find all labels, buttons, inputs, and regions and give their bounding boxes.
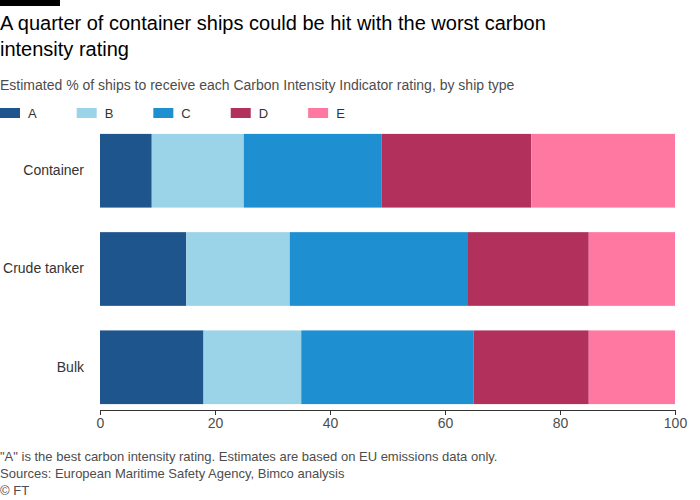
x-tick-label: 40 <box>323 415 339 431</box>
legend-item: A <box>0 106 37 121</box>
x-tick-label: 20 <box>208 415 224 431</box>
bars <box>100 134 675 404</box>
legend: A B C D E <box>0 106 345 121</box>
legend-label: D <box>259 106 268 121</box>
legend-item: B <box>77 106 114 121</box>
subtitle: Estimated % of ships to receive each Car… <box>0 77 515 93</box>
y-tick-label: Crude tanker <box>3 260 84 276</box>
footnote: "A" is the best carbon intensity rating.… <box>0 449 497 464</box>
bar <box>290 232 468 306</box>
legend-item: E <box>308 106 345 121</box>
y-tick: Crude tanker <box>3 260 100 276</box>
series <box>531 134 675 404</box>
bar <box>100 232 186 306</box>
decoration-bar <box>0 0 60 6</box>
x-tick: 60 <box>438 410 454 431</box>
bar <box>382 134 532 208</box>
x-tick-label: 0 <box>97 415 105 431</box>
y-tick-label: Bulk <box>57 359 85 375</box>
x-axis: 0 20 40 60 80 100 <box>97 410 688 431</box>
legend-swatch <box>153 108 173 118</box>
x-tick: 80 <box>553 410 569 431</box>
x-tick: 20 <box>208 410 224 431</box>
x-tick: 100 <box>664 410 688 431</box>
x-tick-label: 60 <box>438 415 454 431</box>
bar <box>186 232 290 306</box>
x-tick-label: 100 <box>664 415 688 431</box>
legend-swatch <box>308 108 328 118</box>
bar <box>100 134 152 208</box>
bar <box>531 134 675 208</box>
credit: © FT <box>0 483 29 498</box>
source: Sources: European Maritime Safety Agency… <box>0 466 345 481</box>
bar <box>100 330 204 404</box>
x-tick-label: 80 <box>553 415 569 431</box>
legend-label: C <box>181 106 190 121</box>
bar <box>468 232 589 306</box>
x-tick: 0 <box>97 410 105 431</box>
y-axis: Container Crude tanker Bulk <box>3 162 100 375</box>
legend-item: C <box>153 106 190 121</box>
legend-swatch <box>77 108 97 118</box>
chart: A quarter of container ships could be hi… <box>0 0 700 500</box>
y-tick-label: Container <box>23 162 84 178</box>
bar <box>589 330 675 404</box>
y-tick: Bulk <box>57 359 100 375</box>
bar <box>474 330 589 404</box>
y-tick: Container <box>23 162 100 178</box>
legend-label: B <box>105 106 114 121</box>
legend-item: D <box>231 106 268 121</box>
bar <box>301 330 474 404</box>
bar <box>152 134 244 208</box>
legend-swatch <box>0 108 20 118</box>
legend-swatch <box>231 108 251 118</box>
bar <box>244 134 382 208</box>
legend-label: E <box>336 106 345 121</box>
x-tick: 40 <box>323 410 339 431</box>
bar <box>589 232 675 306</box>
legend-label: A <box>28 106 37 121</box>
title: A quarter of container ships could be hi… <box>0 12 546 60</box>
bar <box>204 330 302 404</box>
x-axis-line <box>101 411 676 416</box>
